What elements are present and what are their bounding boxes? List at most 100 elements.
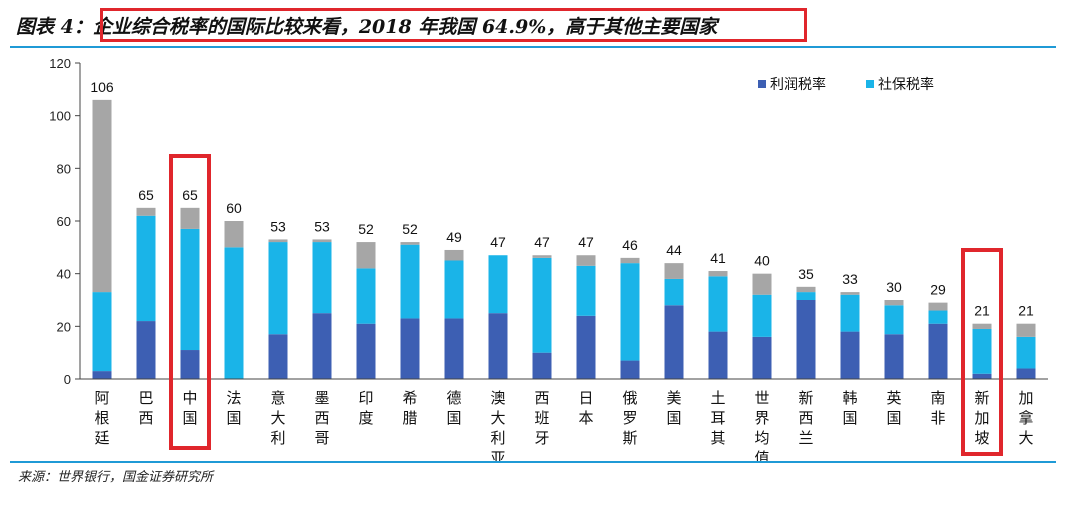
y-tick-label: 80: [57, 161, 71, 176]
category-label: 日本: [578, 389, 593, 427]
legend: 利润税率 社保税率: [758, 76, 934, 93]
bar-segment-profit: [400, 318, 420, 379]
bar-stack: 53: [268, 218, 288, 379]
bar-segment-social: [708, 276, 728, 332]
total-value-label: 47: [578, 234, 594, 250]
bar-segment-other: [312, 239, 332, 243]
bar-segment-profit: [884, 334, 904, 379]
title-highlight-box: [100, 8, 807, 42]
category-label: 法国: [226, 389, 241, 427]
legend-swatch-profit: [758, 80, 766, 88]
bar-segment-social: [444, 260, 464, 319]
bar-segment-profit: [136, 321, 156, 379]
total-value-label: 106: [90, 79, 114, 95]
bar-segment-profit: [576, 315, 596, 379]
category-label: 中国: [182, 389, 197, 427]
bar-segment-other: [180, 207, 200, 229]
bar-segment-social: [400, 244, 420, 319]
total-value-label: 35: [798, 266, 814, 282]
bar-segment-profit: [268, 334, 288, 379]
category-label: 土耳其: [710, 389, 725, 447]
bar-segment-social: [972, 328, 992, 374]
bar-segment-profit: [928, 323, 948, 379]
category-label: 巴西: [138, 389, 153, 427]
bar-segment-profit: [92, 371, 112, 379]
bar-segment-social: [620, 263, 640, 361]
y-axis: 0 20 40 60 80 100 120: [49, 56, 81, 387]
bar-segment-other: [928, 302, 948, 311]
category-label: 意大利: [270, 389, 285, 447]
category-label: 俄罗斯: [622, 389, 637, 447]
bar-stack: 40: [752, 253, 772, 379]
category-label: 新加坡: [974, 389, 989, 447]
bar-stack: 47: [488, 234, 508, 379]
total-value-label: 52: [358, 221, 374, 237]
total-value-label: 49: [446, 229, 462, 245]
bar-segment-social: [180, 228, 200, 351]
y-tick-label: 100: [49, 109, 71, 124]
bar-segment-profit: [312, 313, 332, 379]
bar-segment-profit: [620, 360, 640, 379]
bar-segment-profit: [444, 318, 464, 379]
total-value-label: 21: [1018, 303, 1034, 319]
bar-segment-profit: [664, 305, 684, 379]
total-value-label: 47: [490, 234, 506, 250]
bar-segment-profit: [752, 336, 772, 379]
category-label: 加拿大: [1018, 389, 1033, 447]
bar-stack: 65: [136, 187, 156, 379]
bar-segment-profit: [180, 350, 200, 379]
legend-label-profit: 利润税率: [770, 76, 826, 93]
bar-segment-other: [752, 273, 772, 295]
bar-stack: 30: [884, 279, 904, 379]
bar-segment-social: [884, 305, 904, 335]
bar-segment-social: [92, 292, 112, 372]
bar-segment-other: [400, 242, 420, 245]
chart-header: 图表 4：企业综合税率的国际比较来看，2018 年我国 64.9%，高于其他主要…: [0, 0, 1080, 50]
bar-stack: 52: [356, 221, 376, 379]
bar-segment-other: [356, 242, 376, 269]
category-label: 德国: [446, 389, 461, 427]
bar-stack: 35: [796, 266, 816, 379]
bar-segment-other: [840, 292, 860, 295]
bar-segment-profit: [796, 300, 816, 379]
total-value-label: 53: [314, 218, 330, 234]
y-tick-label: 120: [49, 56, 71, 71]
bar-segment-social: [796, 292, 816, 300]
bar-stack: 106: [90, 79, 114, 379]
total-value-label: 41: [710, 250, 726, 266]
total-value-label: 33: [842, 271, 858, 287]
bar-segment-other: [1016, 323, 1036, 337]
bar-segment-social: [136, 215, 156, 322]
bar-segment-profit: [840, 331, 860, 379]
bar-stack: 46: [620, 237, 640, 379]
total-value-label: 52: [402, 221, 418, 237]
bar-stack: 65: [180, 187, 200, 379]
bar-stack: 49: [444, 229, 464, 379]
bar-segment-social: [1016, 336, 1036, 369]
category-label: 澳大利亚: [490, 389, 505, 461]
page-title: 图表 4：企业综合税率的国际比较来看，2018 年我国 64.9%，高于其他主要…: [16, 16, 718, 38]
total-value-label: 21: [974, 303, 990, 319]
bar-segment-social: [840, 294, 860, 332]
bar-segment-other: [708, 271, 728, 277]
bar-segment-social: [356, 268, 376, 324]
category-label: 阿根廷: [94, 389, 109, 447]
category-label: 新西兰: [798, 389, 813, 447]
total-value-label: 65: [138, 187, 154, 203]
highlight-box: [169, 154, 211, 450]
legend-swatch-social: [866, 80, 874, 88]
category-label: 世界均值: [754, 389, 769, 461]
y-tick-label: 0: [64, 372, 71, 387]
bar-segment-other: [664, 263, 684, 279]
y-tick-label: 40: [57, 267, 71, 282]
total-value-label: 30: [886, 279, 902, 295]
bar-stack: 53: [312, 218, 332, 379]
bar-stack: 52: [400, 221, 420, 379]
header-divider: [10, 46, 1056, 48]
total-value-label: 65: [182, 187, 198, 203]
bar-segment-profit: [1016, 368, 1036, 379]
y-tick-label: 20: [57, 319, 71, 334]
bar-segment-other: [884, 300, 904, 306]
category-label: 美国: [666, 389, 681, 427]
highlight-boxes: [169, 154, 1003, 456]
